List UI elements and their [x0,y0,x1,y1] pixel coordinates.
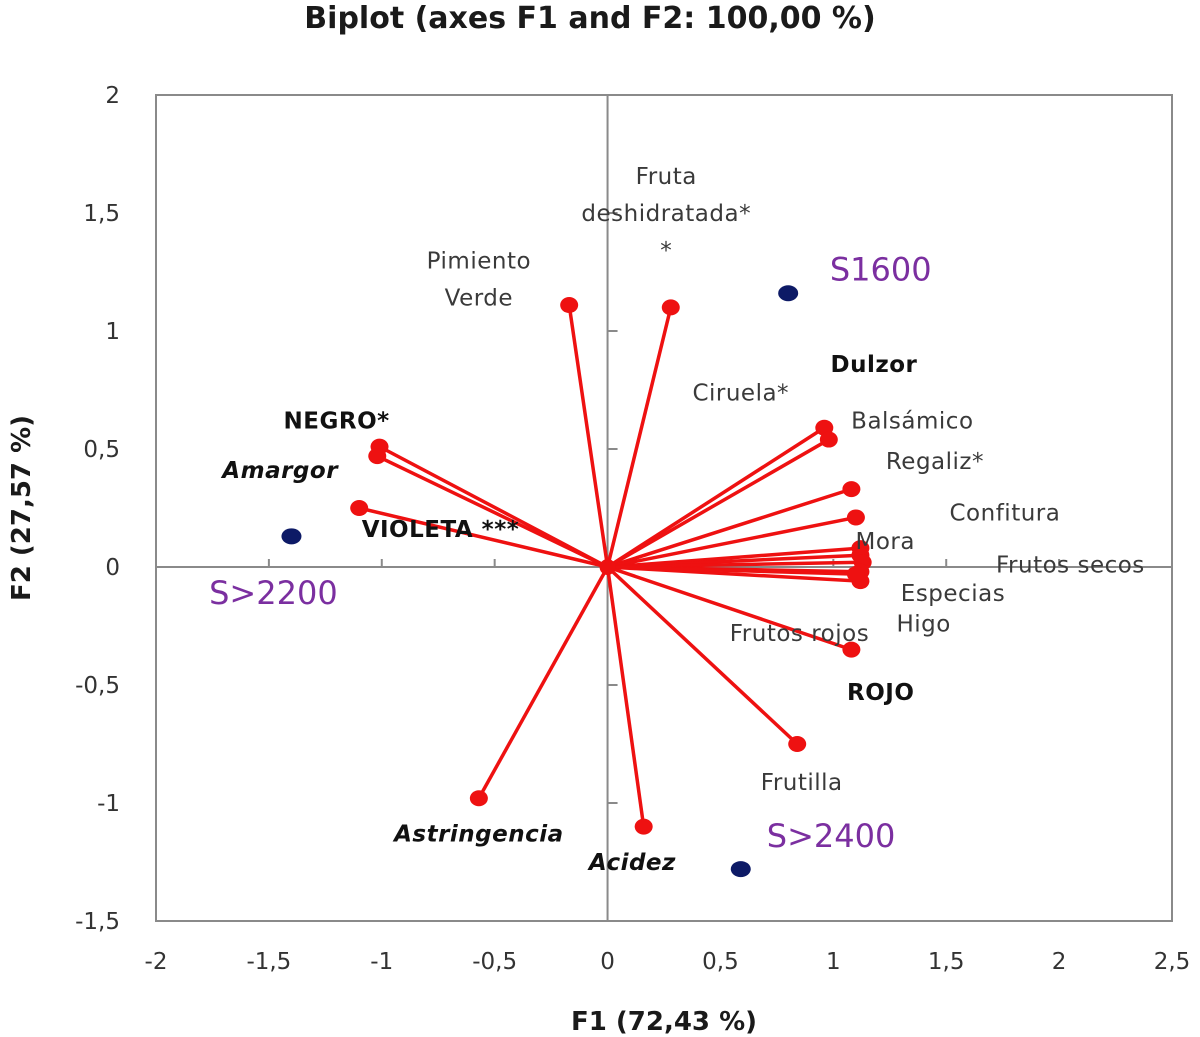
variable-label: Pimiento Verde [427,249,531,312]
vector-line [606,565,852,652]
x-tick-label: -2 [145,949,168,975]
observation-points: S1600 S>2200 S>2400 [209,251,932,878]
vector-line [567,304,610,568]
vector-line [605,566,646,827]
axes-group [155,94,1173,922]
vector-endpoint [842,481,861,498]
variable-label: Ciruela* [692,380,789,406]
vector-line [477,566,610,800]
vector-line [376,454,609,569]
observation-label: S>2200 [209,574,338,612]
vector-line [607,487,852,569]
x-tick-label: -1 [370,949,393,975]
vector-line [605,306,673,568]
observation-point [778,285,799,302]
variable-label: Fruta deshidratada* * [581,164,751,264]
variable-label: NEGRO* [284,409,390,435]
vector-line [607,515,857,569]
variable-label: Mora [856,529,915,555]
variable-label: Confitura [950,501,1061,527]
variable-label: Regaliz* [886,449,984,475]
vector-line [606,426,826,569]
variable-label: Amargor [220,458,339,484]
x-tick-label: -1,5 [246,949,291,975]
vector-endpoint [788,736,807,752]
tick-labels: -2 -1,5 -1 -0,5 0 0,5 1 1,5 2 2,5 2 1,5 1 0,5 0 -0,5 -1 -… [75,83,1190,975]
y-tick-label: -1 [97,791,120,817]
y-tick-label: -1,5 [75,909,120,935]
x-tick-label: 2 [1052,949,1067,975]
vector-endpoint [846,509,865,526]
vector-endpoint [661,299,680,316]
vector-endpoint [469,790,488,807]
variable-labels: Pimiento Verde Fruta deshidratada* * Ciruela*… [220,164,1145,876]
x-axis-label: F1 (72,43 %) [571,1007,757,1037]
x-tick-label: -0,5 [472,949,517,975]
y-axis-label: F2 (27,57 %) [7,415,37,601]
vector-endpoint [842,641,861,658]
y-tick-label: 1 [105,319,120,345]
variable-label: Frutilla [761,770,843,796]
x-tick-label: 0 [600,949,615,975]
x-tick-label: 2,5 [1154,949,1191,975]
observation-label: S>2400 [767,817,896,855]
vector-endpoint [560,297,579,314]
x-tick-label: 1 [826,949,841,975]
variable-label: Higo [896,612,950,638]
x-tick-label: 1,5 [928,949,965,975]
y-tick-label: 0 [105,555,120,581]
variable-label: ROJO [847,680,914,706]
variable-label: Balsámico [851,409,973,435]
y-tick-label: -0,5 [75,673,120,699]
y-tick-label: 0,5 [83,437,120,463]
vector-endpoint [846,566,865,583]
vector-endpoint [819,431,838,448]
observation-point [730,861,751,878]
variable-label: Especias [901,581,1005,607]
variable-label: Acidez [587,850,676,876]
observation-label: S1600 [830,251,932,289]
vector-line [607,565,856,576]
chart-title: Biplot (axes F1 and F2: 100,00 %) [304,1,875,36]
plot-area [155,94,1173,922]
x-tick-label: 0,5 [702,949,739,975]
variable-label: Frutos secos [996,553,1145,579]
variable-label: Astringencia [392,822,564,848]
observation-point [281,528,302,545]
origin-point [599,559,616,575]
variable-label: VIOLETA *** [362,517,520,543]
variable-label: Dulzor [831,352,918,378]
vector-endpoint [368,448,387,465]
variable-label: Frutos rojos [730,621,869,647]
vector-line [606,565,799,746]
y-tick-label: 2 [105,83,120,109]
vector-line [358,506,608,569]
variable-vectors [350,297,872,835]
y-tick-label: 1,5 [83,201,120,227]
vector-endpoint [350,500,369,516]
vector-line [606,438,830,569]
vector-endpoint [634,818,653,835]
